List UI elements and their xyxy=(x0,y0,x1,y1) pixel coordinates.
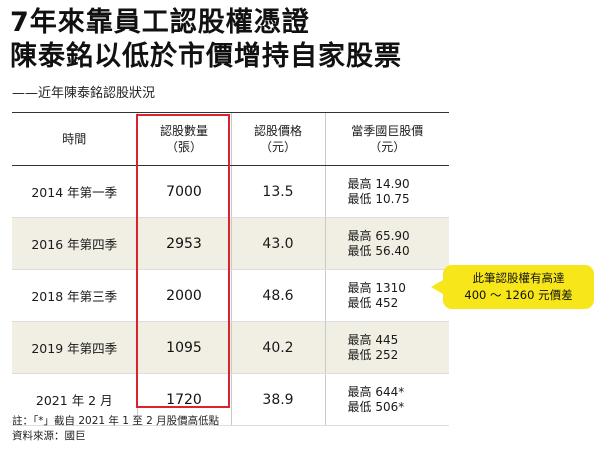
table-row: 2014 年第一季 7000 13.5 最高 14.90 最低 10.75 xyxy=(12,165,449,218)
period-cell: 2019 年第四季 xyxy=(12,321,137,374)
header-quantity: 認股數量 （張） xyxy=(136,112,231,166)
exercise-price-cell: 13.5 xyxy=(230,165,325,218)
exercise-price-cell: 40.2 xyxy=(230,321,325,374)
header-period: 時間 xyxy=(12,112,137,166)
price-range-cell: 最高 14.90 最低 10.75 xyxy=(324,165,449,218)
price-range-cell: 最高 65.90 最低 56.40 xyxy=(324,217,449,270)
quantity-cell: 2953 xyxy=(136,217,231,270)
quantity-cell: 2000 xyxy=(136,269,231,322)
price-range-cell: 最高 644* 最低 506* xyxy=(324,373,449,426)
period-cell: 2021 年 2 月 xyxy=(12,373,137,426)
footnotes: 註：「*」截自 2021 年 1 至 2 月股價高低點 資料來源：國巨 xyxy=(12,414,219,444)
period-cell: 2016 年第四季 xyxy=(12,217,137,270)
subtitle: ——近年陳泰銘認股狀況 xyxy=(12,86,156,101)
table-row: 2016 年第四季 2953 43.0 最高 65.90 最低 56.40 xyxy=(12,217,449,270)
quantity-cell: 1720 xyxy=(136,373,231,426)
header-exercise-price: 認股價格 （元） xyxy=(230,112,325,166)
callout-line-2: 400 ～ 1260 元價差 xyxy=(464,288,573,302)
price-gap-callout: 此筆認股權有高達 400 ～ 1260 元價差 xyxy=(431,265,594,309)
table-row: 2019 年第四季 1095 40.2 最高 445 最低 252 xyxy=(12,321,449,374)
header-quarter-price-range: 當季國巨股價 （元） xyxy=(324,112,449,166)
footnote-asterisk: 註：「*」截自 2021 年 1 至 2 月股價高低點 xyxy=(12,415,220,427)
period-cell: 2018 年第三季 xyxy=(12,269,137,322)
quantity-cell: 7000 xyxy=(136,165,231,218)
price-range-cell: 最高 1310 最低 452 xyxy=(324,269,449,322)
callout-line-1: 此筆認股權有高達 xyxy=(472,271,565,285)
title-line-1: 7年來靠員工認股權憑證 xyxy=(10,7,310,38)
exercise-price-cell: 48.6 xyxy=(230,269,325,322)
page-title: 7年來靠員工認股權憑證 陳泰銘以低於市價增持自家股票 xyxy=(10,6,402,74)
stock-option-table: 時間 認股數量 （張） 認股價格 （元） 當季國巨股價 （元） 2014 年第一季 7… xyxy=(12,112,449,426)
table-row: 2021 年 2 月 1720 38.9 最高 644* 最低 506* xyxy=(12,373,449,426)
title-line-2: 陳泰銘以低於市價增持自家股票 xyxy=(10,41,402,72)
table-header-row: 時間 認股數量 （張） 認股價格 （元） 當季國巨股價 （元） xyxy=(12,112,449,166)
table-row: 2018 年第三季 2000 48.6 最高 1310 最低 452 xyxy=(12,269,449,322)
exercise-price-cell: 38.9 xyxy=(230,373,325,426)
data-source: 資料來源：國巨 xyxy=(12,430,86,442)
quantity-cell: 1095 xyxy=(136,321,231,374)
exercise-price-cell: 43.0 xyxy=(230,217,325,270)
period-cell: 2014 年第一季 xyxy=(12,165,137,218)
price-range-cell: 最高 445 最低 252 xyxy=(324,321,449,374)
